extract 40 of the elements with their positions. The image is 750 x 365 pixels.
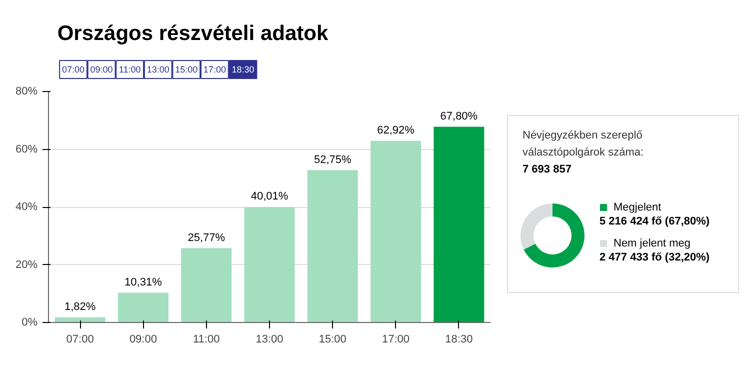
chart-title: Országos részvételi adatok	[57, 22, 328, 45]
bar	[181, 248, 232, 322]
legend-label: Nem jelent meg	[614, 238, 691, 250]
text: 17:00	[203, 64, 226, 74]
text: 09:00	[90, 64, 113, 74]
bar	[370, 140, 422, 322]
chart-title: Névjegyzékben szereplő választópolgárok száma:	[522, 130, 644, 158]
bar	[54, 317, 106, 322]
data-label: 2 477 433 fő (32,20%)	[600, 252, 710, 264]
legend-label: Megjelent	[614, 202, 662, 214]
text: 11:00	[118, 64, 141, 74]
x-tick-label: 07:00	[66, 334, 94, 346]
bar	[118, 292, 168, 322]
text: 15:00	[175, 64, 198, 74]
data-label: 52,75%	[314, 154, 352, 166]
text: 07:00	[62, 64, 85, 74]
data-label: 5 216 424 fő (67,80%)	[600, 216, 710, 228]
y-tick-label: 20%	[15, 258, 38, 271]
bar	[434, 126, 484, 322]
data-label: 62,92%	[377, 124, 415, 136]
data-label: 10,31%	[124, 276, 162, 288]
x-tick-label: 11:00	[193, 334, 220, 346]
x-tick-label: 17:00	[382, 334, 410, 346]
y-tick-label: 80%	[15, 86, 38, 98]
data-label: 40,01%	[250, 190, 288, 203]
bar	[307, 170, 358, 322]
data-label: 25,77%	[188, 232, 226, 244]
bar	[244, 206, 295, 322]
y-tick-label: 40%	[15, 201, 38, 213]
text: 18:30	[232, 64, 254, 74]
text: 13:00	[146, 64, 170, 74]
data-label: 1,82%	[64, 300, 96, 313]
y-tick-label: 0%	[22, 316, 38, 328]
data-label: 67,80%	[440, 110, 478, 122]
x-tick-label: 15:00	[318, 334, 346, 346]
chart-subtitle: 7 693 857	[522, 164, 572, 176]
x-tick-label: 18:30	[445, 334, 473, 346]
x-tick-label: 13:00	[256, 334, 284, 346]
x-tick-label: 09:00	[129, 334, 157, 346]
y-tick-label: 60%	[15, 143, 38, 156]
